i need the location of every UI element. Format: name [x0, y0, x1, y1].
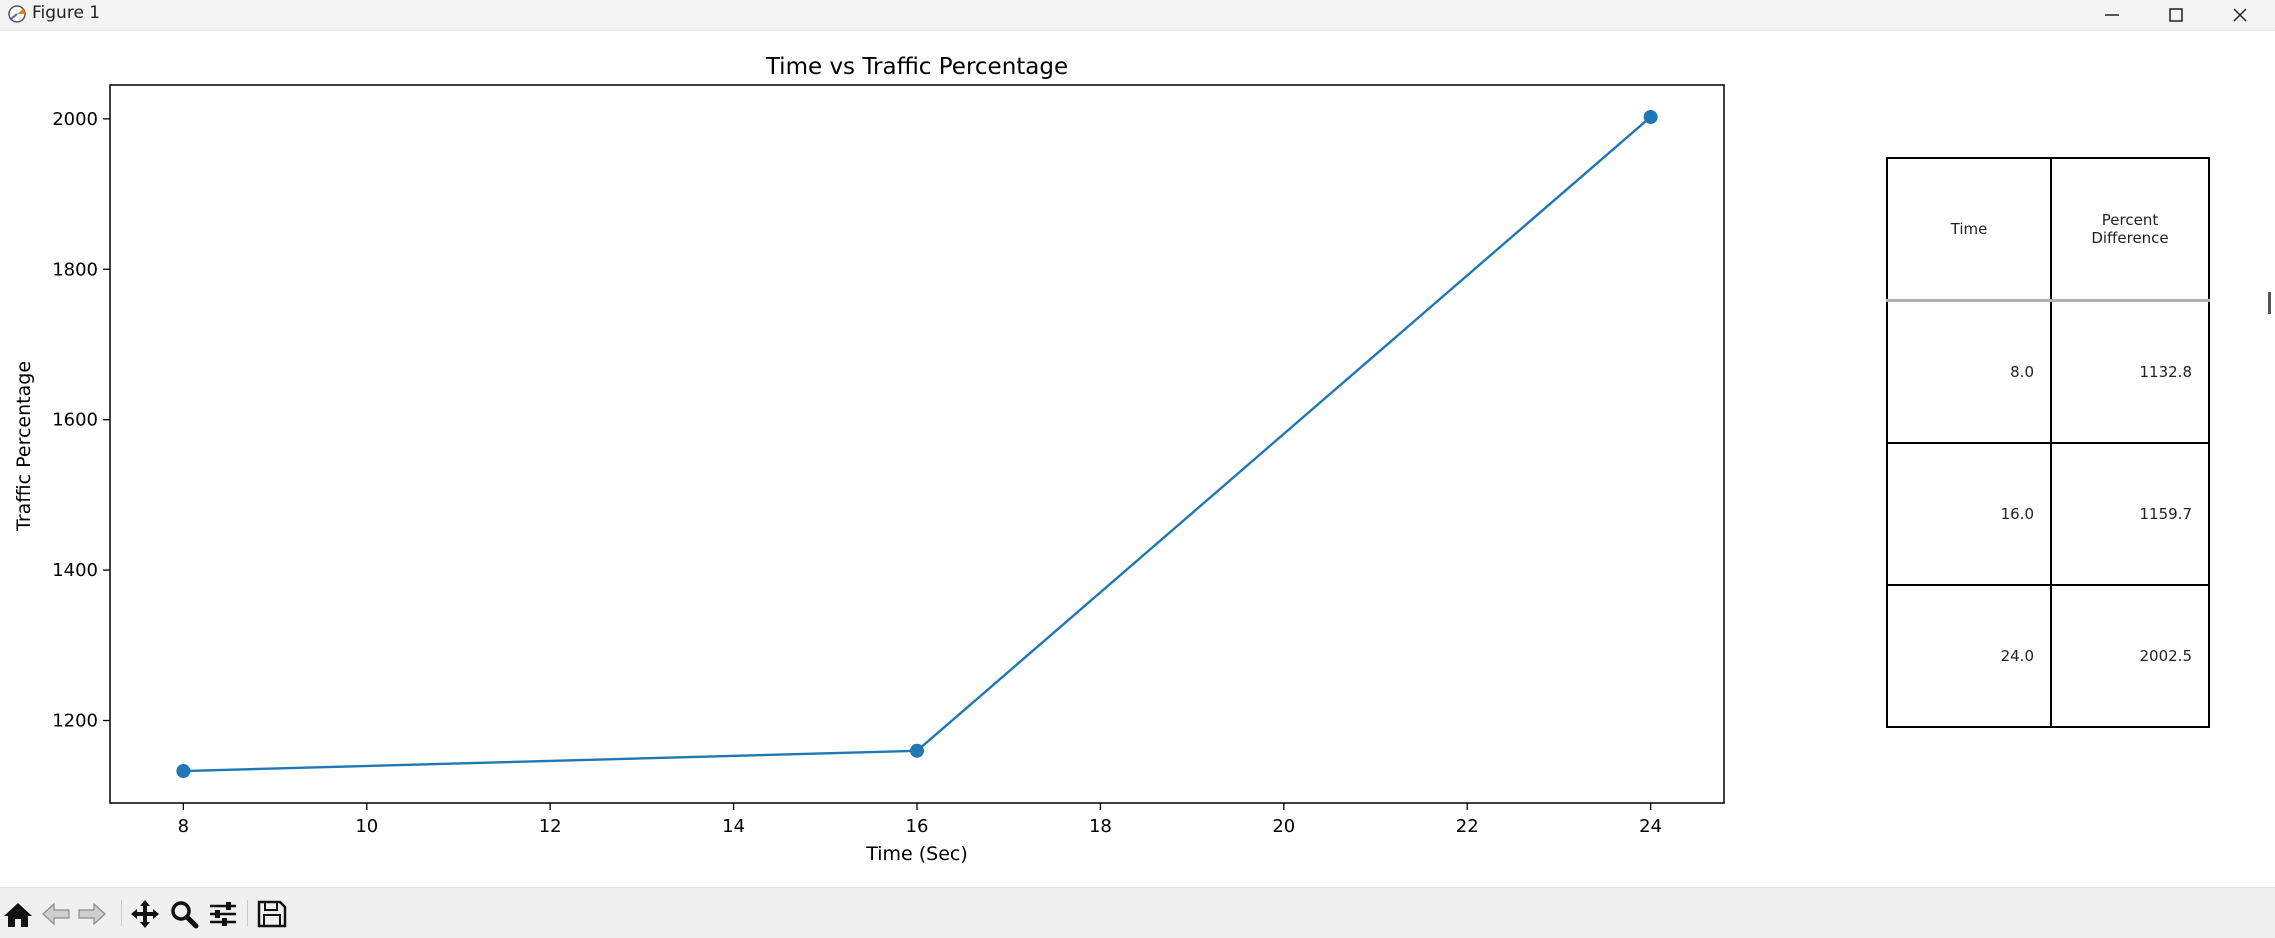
toolbar-separator — [247, 900, 248, 926]
matplotlib-app-icon — [6, 3, 28, 25]
data-point — [1643, 109, 1658, 124]
y-tick-label: 1200 — [52, 710, 98, 731]
minimize-icon — [2105, 14, 2119, 16]
data-table: Time Percent Difference 8.0 1132.8 16.0 … — [1886, 157, 2210, 728]
configure-subplots-button[interactable] — [205, 897, 241, 931]
table-header-cell: Percent Difference — [2050, 157, 2210, 302]
window-title-bar: Figure 1 — [0, 0, 2275, 31]
y-tick-label: 2000 — [52, 109, 98, 130]
x-tick-label: 10 — [355, 816, 378, 837]
y-tick-label: 1400 — [52, 560, 98, 581]
y-tick-label: 1800 — [52, 259, 98, 280]
data-point — [176, 764, 191, 779]
axis-ticks: 8 10 12 14 16 18 20 22 24 1200 1400 1600 1800 2000 — [52, 109, 1662, 837]
back-arrow-icon — [42, 902, 70, 926]
x-tick-label: 22 — [1456, 816, 1479, 837]
x-tick-label: 20 — [1272, 816, 1295, 837]
navigation-toolbar — [0, 887, 2275, 938]
y-tick-label: 1600 — [52, 410, 98, 431]
series-line — [183, 116, 1652, 773]
pan-icon — [131, 900, 159, 928]
chart-figure[interactable]: Time vs Traffic Percentage Time (Sec) Tr… — [0, 31, 1750, 886]
x-axis-label: Time (Sec) — [865, 843, 968, 865]
close-icon — [2233, 8, 2247, 22]
close-button[interactable] — [2208, 0, 2272, 30]
home-icon — [4, 903, 32, 927]
x-tick-label: 18 — [1089, 816, 1112, 837]
maximize-button[interactable] — [2144, 0, 2208, 30]
x-tick-label: 16 — [906, 816, 929, 837]
x-tick-label: 14 — [722, 816, 745, 837]
maximize-icon — [2169, 8, 2183, 22]
table-cell: 16.0 — [1886, 442, 2052, 586]
table-row: 8.0 1132.8 — [1886, 299, 2210, 444]
x-tick-label: 8 — [178, 816, 189, 837]
minimize-button[interactable] — [2080, 0, 2144, 30]
table-cell: 1132.8 — [2050, 299, 2210, 444]
chart-title: Time vs Traffic Percentage — [765, 54, 1068, 80]
table-row: 24.0 2002.5 — [1886, 584, 2210, 728]
zoom-icon — [171, 901, 199, 929]
data-point — [910, 743, 924, 758]
toolbar-separator — [121, 900, 122, 926]
table-cell: 2002.5 — [2050, 584, 2210, 728]
save-icon — [257, 900, 287, 928]
window-resize-edge[interactable] — [2268, 292, 2271, 314]
x-tick-label: 12 — [539, 816, 562, 837]
window-title: Figure 1 — [32, 3, 101, 23]
forward-button[interactable] — [74, 897, 110, 931]
zoom-button[interactable] — [166, 897, 202, 931]
x-tick-label: 24 — [1639, 816, 1662, 837]
table-header-cell: Time — [1886, 157, 2052, 302]
table-row: 16.0 1159.7 — [1886, 442, 2210, 586]
subplots-config-icon — [210, 902, 236, 926]
back-button[interactable] — [38, 897, 74, 931]
table-cell: 8.0 — [1886, 299, 2052, 444]
data-series — [176, 109, 1658, 779]
save-button[interactable] — [254, 897, 290, 931]
table-cell: 1159.7 — [2050, 442, 2210, 586]
home-button[interactable] — [0, 897, 36, 931]
forward-arrow-icon — [78, 902, 106, 926]
pan-button[interactable] — [127, 897, 163, 931]
table-cell: 24.0 — [1886, 584, 2052, 728]
axes-frame — [109, 84, 1725, 804]
table-header-row: Time Percent Difference — [1886, 157, 2210, 302]
y-axis-label: Traffic Percentage — [13, 361, 35, 532]
